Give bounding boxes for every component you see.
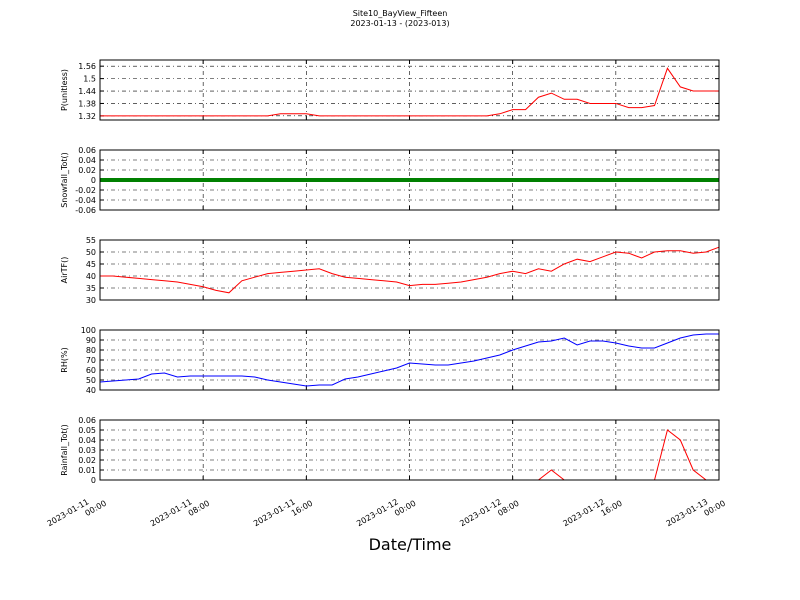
y-axis-label: RH(%) — [60, 347, 69, 372]
x-tick-label: 2023-01-13 00:00 — [665, 490, 727, 537]
x-tick-label: 2023-01-11 08:00 — [149, 490, 211, 537]
plot-frame — [99, 239, 720, 301]
y-tick-label: 0.03 — [78, 446, 96, 455]
y-tick-label: 0.01 — [78, 466, 96, 475]
data-line — [100, 246, 720, 294]
x-tick-label: 2023-01-12 00:00 — [355, 490, 417, 537]
y-axis-label: Rainfall_Tot() — [60, 424, 69, 476]
y-tick-label: 1.5 — [83, 75, 96, 84]
x-tick-label: 2023-01-11 16:00 — [252, 490, 314, 537]
y-tick-label: 35 — [86, 284, 96, 293]
y-tick-label: 55 — [86, 236, 96, 245]
y-tick-label: 45 — [86, 260, 96, 269]
y-axis-label: P(unitless) — [60, 69, 69, 111]
plot-frame — [99, 59, 720, 121]
y-tick-label: -0.02 — [75, 186, 96, 195]
x-tick-label: 2023-01-11 00:00 — [46, 490, 108, 537]
y-tick-label: 50 — [86, 376, 96, 385]
plot-frame — [99, 419, 720, 481]
y-tick-label: 0 — [91, 476, 96, 485]
title: Site10_BayView_Fifteen — [353, 9, 448, 18]
x-tick-label: 2023-01-12 16:00 — [561, 490, 623, 537]
y-tick-label: 0 — [91, 176, 96, 185]
y-tick-label: 70 — [86, 356, 96, 365]
y-tick-label: 0.04 — [78, 156, 96, 165]
subtitle: 2023-01-13 - (2023-013) — [350, 19, 449, 28]
x-tick-label: 2023-01-12 08:00 — [458, 490, 520, 537]
y-tick-label: 80 — [86, 346, 96, 355]
y-tick-label: 1.44 — [78, 87, 96, 96]
y-tick-label: 1.32 — [78, 112, 96, 121]
y-tick-label: 40 — [86, 386, 96, 395]
y-tick-label: 0.05 — [78, 426, 96, 435]
y-tick-label: 0.02 — [78, 456, 96, 465]
y-tick-label: 0.06 — [78, 146, 96, 155]
y-tick-label: -0.06 — [75, 206, 96, 215]
y-tick-label: 0.02 — [78, 166, 96, 175]
y-tick-label: 50 — [86, 248, 96, 257]
plot-frame — [99, 149, 720, 211]
y-tick-label: 0.06 — [78, 416, 96, 425]
y-tick-label: 30 — [86, 296, 96, 305]
y-tick-label: -0.04 — [75, 196, 96, 205]
y-axis-label: Snowfall_Tot() — [60, 152, 69, 208]
y-tick-label: 100 — [81, 326, 96, 335]
y-tick-label: 90 — [86, 336, 96, 345]
x-axis-label: Date/Time — [369, 535, 452, 554]
data-line — [100, 67, 719, 117]
y-tick-label: 0.04 — [78, 436, 96, 445]
y-tick-label: 1.38 — [78, 99, 96, 108]
y-tick-label: 1.56 — [78, 62, 96, 71]
plot-frame — [99, 329, 720, 391]
y-tick-label: 60 — [86, 366, 96, 375]
data-line — [99, 333, 719, 387]
y-tick-label: 40 — [86, 272, 96, 281]
y-axis-label: AirTF() — [60, 257, 69, 284]
